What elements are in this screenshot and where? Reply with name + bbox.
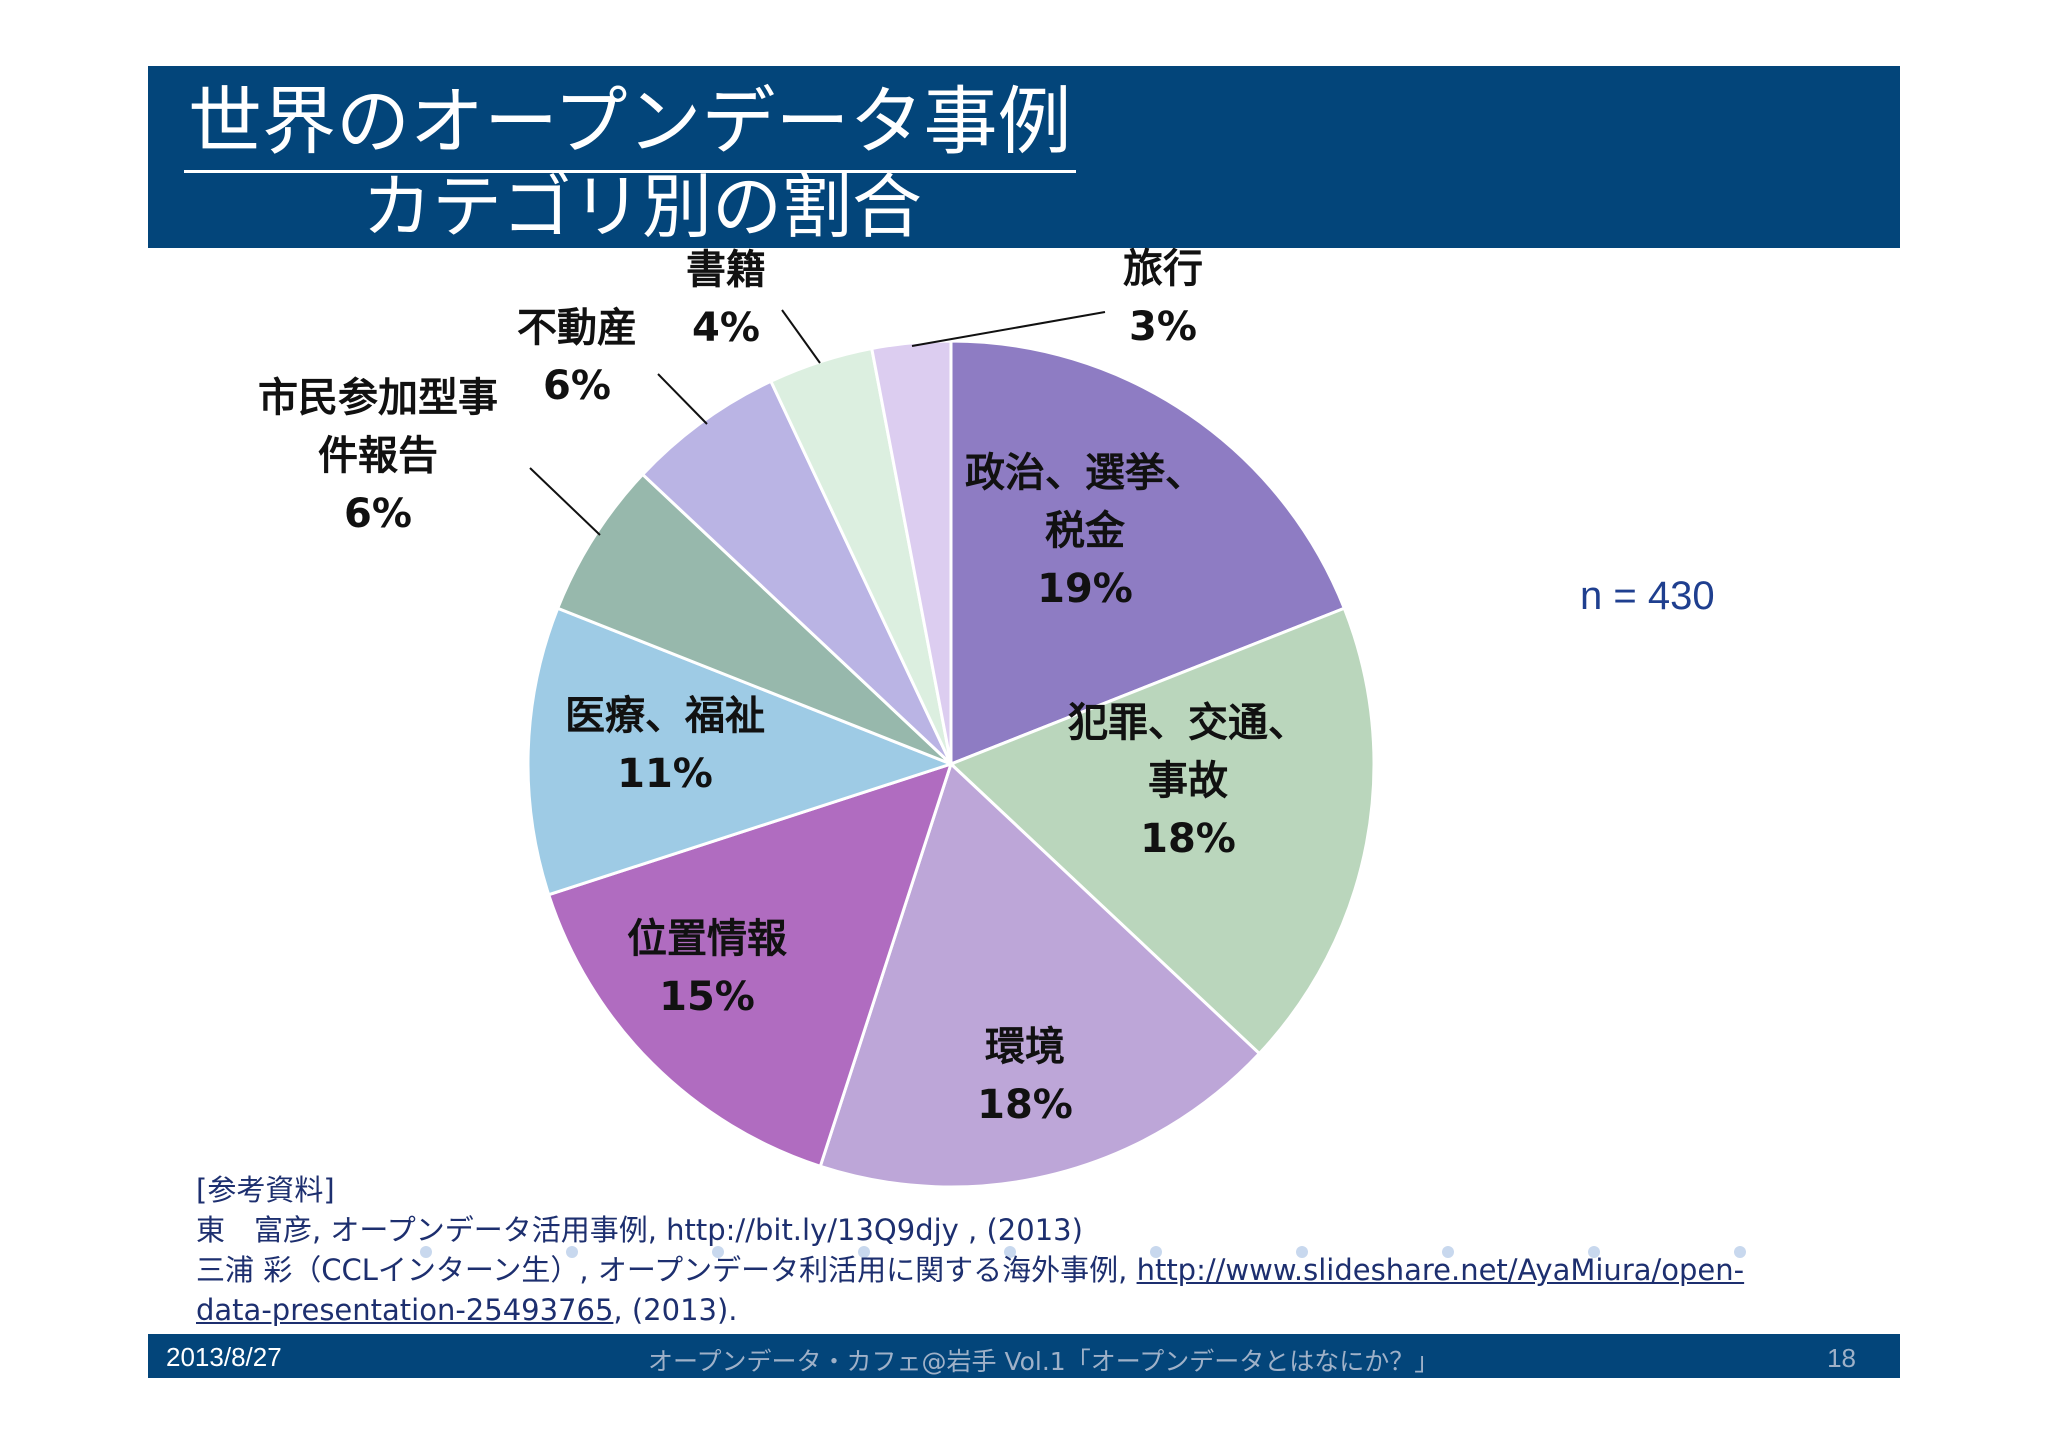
pie-slice: [949, 339, 1347, 767]
slice-label: 医療、福祉 11%: [565, 693, 765, 797]
slice-name: 医療、福祉: [565, 693, 765, 739]
references-heading: [参考資料]: [196, 1173, 335, 1207]
slice-name: 政治、選挙、: [965, 450, 1205, 496]
pie-slice: [526, 606, 956, 897]
slice-percent: 6%: [344, 491, 412, 537]
page-title: 世界のオープンデータ事例: [184, 74, 1076, 173]
slice-label: 旅行 3%: [1123, 246, 1203, 350]
title-bar: 世界のオープンデータ事例 カテゴリ別の割合: [148, 66, 1900, 248]
slice-name: 事故: [1148, 758, 1228, 804]
slice-label: 書籍 4%: [686, 247, 766, 351]
references: [参考資料] 東 富彦, オープンデータ活用事例, http://bit.ly/…: [196, 1170, 1896, 1330]
slice-percent: 18%: [1140, 816, 1236, 862]
slice-name: 税金: [1045, 508, 1126, 554]
leader-line: [529, 467, 601, 536]
pie-slice: [869, 339, 953, 765]
slice-label: 市民参加型事件報告 6%: [258, 375, 498, 537]
decorative-dots: [420, 1246, 1820, 1260]
footer-bar: 2013/8/27 オープンデータ・カフェ@岩手 Vol.1「オープンデータとは…: [148, 1334, 1900, 1378]
page-subtitle: カテゴリ別の割合: [362, 166, 922, 248]
leader-line: [911, 311, 1106, 347]
leader-lines: [529, 309, 1106, 536]
footer-date: 2013/8/27: [166, 1342, 282, 1372]
slice-name: 件報告: [318, 433, 438, 479]
slice-percent: 3%: [1129, 304, 1197, 350]
slice-name: 犯罪、交通、: [1068, 700, 1308, 746]
sample-size-label: n = 430: [1580, 574, 1715, 618]
slice-percent: 4%: [692, 305, 760, 351]
reference-2-link-cont[interactable]: data-presentation-25493765: [196, 1293, 614, 1327]
slice-percent: 18%: [977, 1082, 1073, 1128]
pie-slice: [640, 379, 953, 766]
slice-label: 位置情報 15%: [627, 916, 787, 1020]
slice-labels: 政治、選挙、税金 19% 犯罪、交通、事故 18% 環境 18% 位置情報 15% 医療、福祉 1…: [258, 246, 1308, 1128]
footer-event: オープンデータ・カフェ@岩手 Vol.1「オープンデータとはなにか？」: [648, 1347, 1440, 1376]
leader-line: [781, 309, 821, 364]
slice-label: 環境 18%: [977, 1024, 1073, 1128]
reference-2-suffix: , (2013).: [613, 1293, 738, 1327]
pie-slice: [948, 606, 1376, 1056]
slice-name: 市民参加型事: [258, 375, 498, 421]
slice-name: 環境: [985, 1024, 1065, 1070]
slice-name: 位置情報: [627, 916, 787, 962]
slice-percent: 19%: [1037, 566, 1133, 612]
slice-label: 政治、選挙、税金 19%: [965, 450, 1205, 612]
slice-label: 不動産 6%: [517, 305, 637, 409]
reference-2-text: 三浦 彩（CCLインターン生）, オープンデータ利活用に関する海外事例,: [196, 1253, 1137, 1287]
slice-name: 不動産: [517, 305, 637, 351]
slice-label: 犯罪、交通、事故 18%: [1068, 700, 1308, 862]
pie-slice: [555, 472, 953, 766]
reference-2-cont: data-presentation-25493765, (2013).: [196, 1290, 1896, 1330]
slice-name: 書籍: [686, 247, 766, 293]
leader-line: [657, 373, 708, 425]
slice-percent: 6%: [543, 363, 611, 409]
pie-slices: [526, 339, 1376, 1189]
page-number: 18: [1827, 1343, 1856, 1373]
slice-name: 旅行: [1123, 246, 1203, 292]
slice-percent: 11%: [617, 751, 713, 797]
pie-slice: [546, 761, 954, 1169]
reference-2-link[interactable]: http://www.slideshare.net/AyaMiura/open-: [1136, 1253, 1745, 1287]
slice-percent: 15%: [659, 974, 755, 1020]
reference-1: 東 富彦, オープンデータ活用事例, http://bit.ly/13Q9djy…: [196, 1213, 1083, 1247]
pie-slice: [818, 761, 1262, 1189]
reference-2: 三浦 彩（CCLインターン生）, オープンデータ利活用に関する海外事例, htt…: [196, 1250, 1896, 1290]
